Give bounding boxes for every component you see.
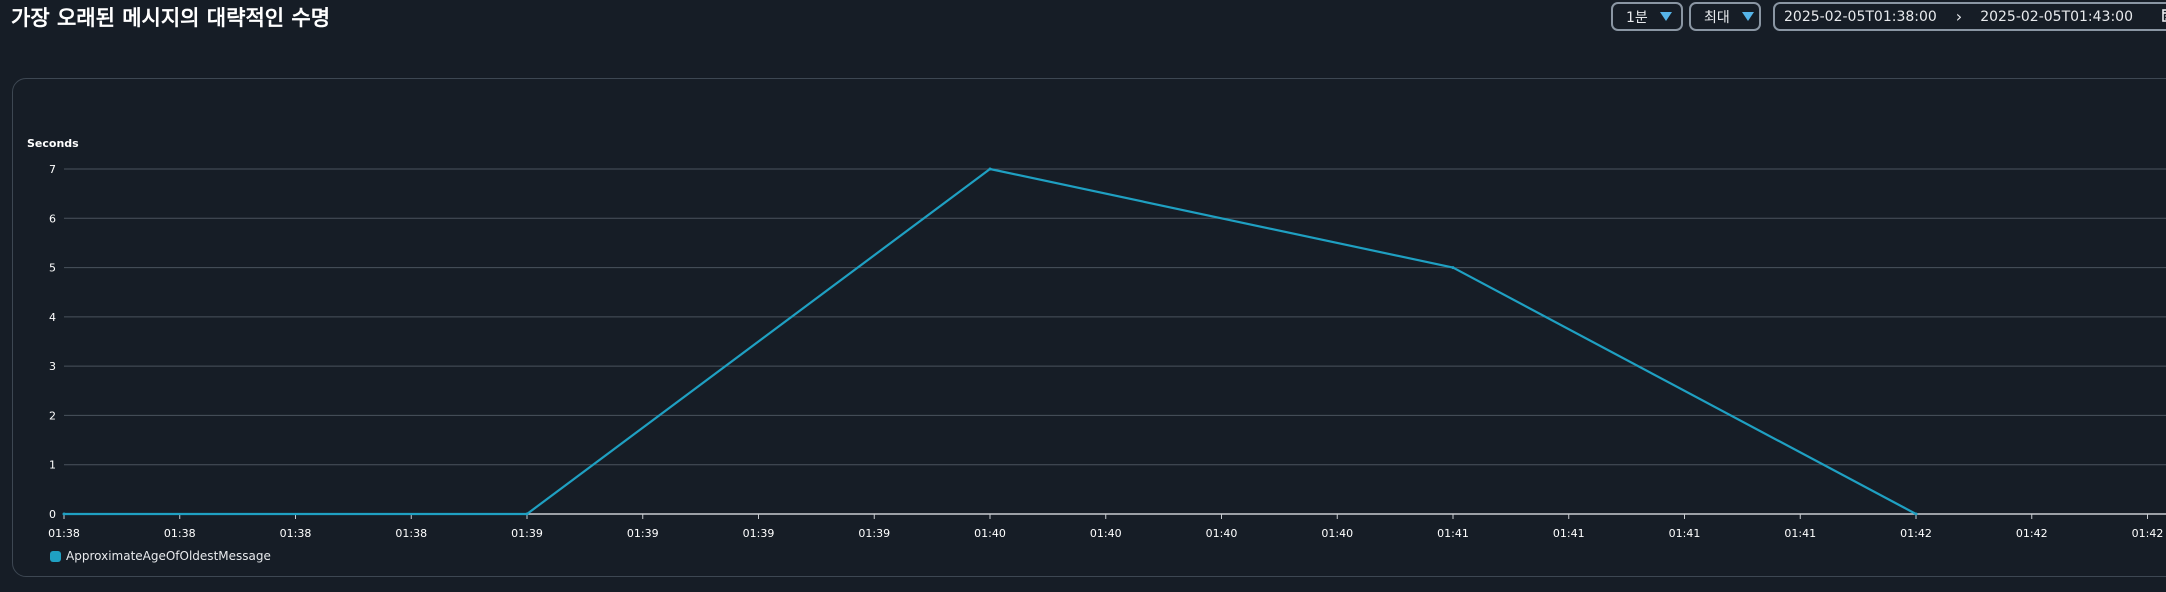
chart-panel	[12, 78, 2166, 577]
statistic-select[interactable]: 최대	[1689, 2, 1761, 31]
x-tick-label: 01:41	[1553, 527, 1585, 540]
data-point	[1914, 512, 1918, 516]
y-tick-label: 4	[49, 311, 56, 324]
y-tick-label: 0	[49, 508, 56, 521]
x-tick-label: 01:38	[164, 527, 196, 540]
range-start[interactable]: 2025-02-05T01:38:00	[1784, 8, 1937, 25]
data-point	[1451, 266, 1455, 270]
x-tick-label: 01:42	[2132, 527, 2164, 540]
x-tick-label: 01:41	[1669, 527, 1701, 540]
y-tick-label: 2	[49, 409, 56, 422]
data-point	[62, 512, 66, 516]
chevron-right-icon: ›	[1955, 7, 1963, 26]
y-tick-label: 6	[49, 212, 56, 225]
caret-down-icon	[1659, 12, 1672, 21]
x-tick-label: 01:38	[395, 527, 427, 540]
y-tick-label: 3	[49, 360, 56, 373]
x-tick-label: 01:40	[1321, 527, 1353, 540]
range-end[interactable]: 2025-02-05T01:43:00	[1980, 8, 2133, 25]
x-tick-label: 01:41	[1784, 527, 1816, 540]
x-tick-label: 01:40	[1206, 527, 1238, 540]
x-tick-label: 01:39	[511, 527, 543, 540]
y-axis-label: Seconds	[27, 137, 79, 150]
x-tick-label: 01:39	[743, 527, 775, 540]
x-tick-label: 01:39	[858, 527, 890, 540]
series-line	[64, 167, 1917, 516]
statistic-value: 최대	[1704, 9, 1730, 26]
x-tick-label: 01:42	[1900, 527, 1932, 540]
x-tick-label: 01:39	[627, 527, 659, 540]
x-tick-label: 01:38	[48, 527, 80, 540]
widget-title: 가장 오래된 메시지의 대략적인 수명	[11, 6, 331, 30]
date-range-picker[interactable]: 2025-02-05T01:38:00 › 2025-02-05T01:43:0…	[1773, 2, 2166, 31]
period-value: 1분	[1626, 9, 1648, 26]
x-tick-label: 01:40	[1090, 527, 1122, 540]
x-tick-label: 01:41	[1437, 527, 1469, 540]
legend-label: ApproximateAgeOfOldestMessage	[66, 549, 271, 563]
x-tick-label: 01:38	[280, 527, 312, 540]
x-tick-label: 01:42	[2016, 527, 2048, 540]
y-tick-label: 5	[49, 262, 56, 275]
y-tick-label: 1	[49, 459, 56, 472]
y-tick-label: 7	[49, 163, 56, 176]
period-select[interactable]: 1분	[1611, 2, 1683, 31]
data-point	[525, 512, 529, 516]
data-point	[988, 167, 992, 171]
legend-item[interactable]: ApproximateAgeOfOldestMessage	[50, 549, 271, 563]
legend-swatch	[50, 550, 61, 562]
caret-down-icon	[1741, 12, 1754, 21]
x-tick-label: 01:40	[974, 527, 1006, 540]
